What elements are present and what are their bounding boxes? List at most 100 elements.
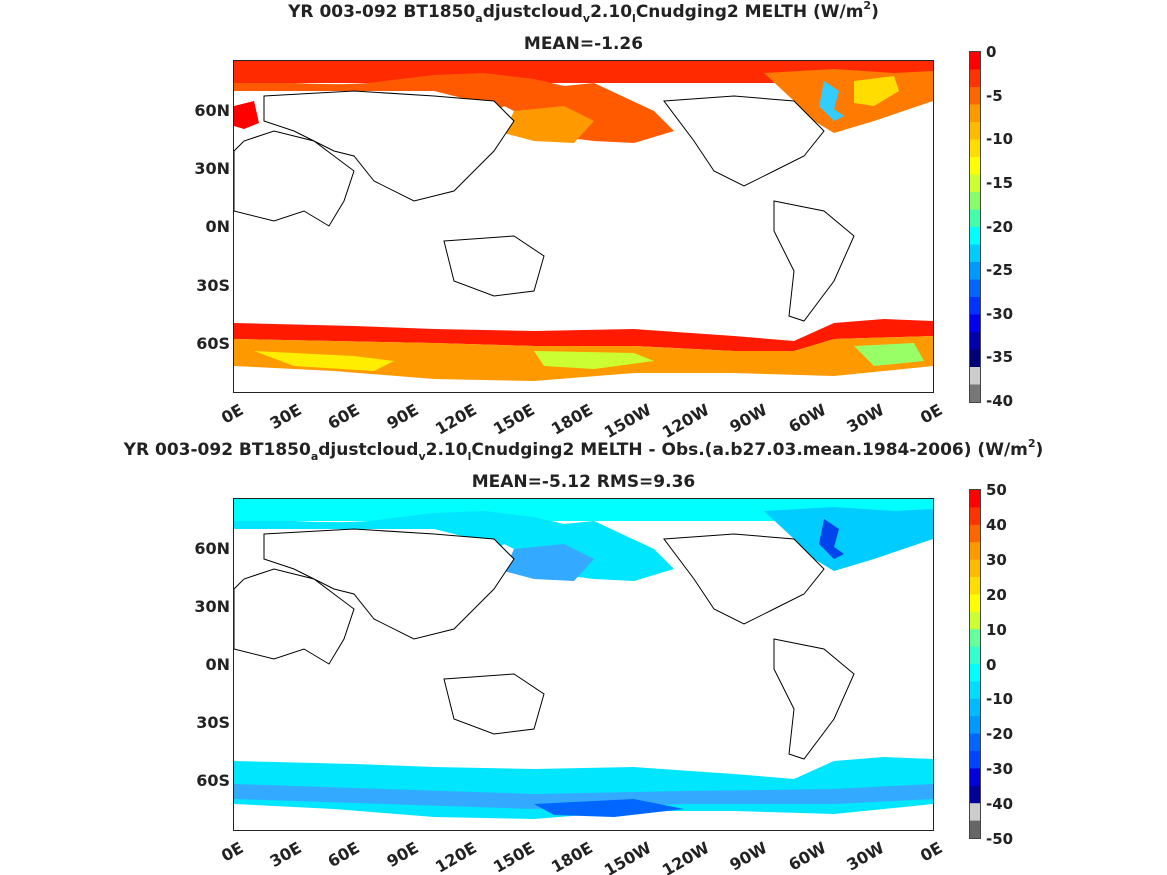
panel1-lon-label: 30E (266, 400, 305, 434)
panel1-colorbar-swatch (970, 349, 980, 368)
panel1-title-sub3: l (632, 12, 636, 25)
panel1-map (233, 60, 934, 393)
panel2-colorbar-swatch (970, 611, 980, 630)
panel2-lon-label: 0E (217, 838, 247, 866)
panel1-colorbar-swatch (970, 122, 980, 140)
panel2-colorbar-swatch (970, 490, 980, 508)
panel1-title-close: ) (871, 2, 879, 22)
panel2-lat-60s: 60S (196, 771, 230, 790)
panel1-title-line2: MEAN=-1.26 (523, 34, 644, 54)
panel2-title-sup: 2 (1027, 437, 1036, 450)
panel2-title-pre: YR 003-092 BT1850 (123, 440, 311, 460)
panel1-lon-label: 30W (843, 400, 888, 437)
panel1-colorbar-swatch (970, 227, 980, 245)
panel1-colorbar-swatch (970, 367, 980, 385)
panel2-lon-label: 90W (726, 838, 771, 875)
panel2-colorbar-label: 40 (986, 515, 1007, 534)
panel1-title-mid1: djustcloud (482, 2, 583, 22)
panel2-colorbar-swatch (970, 698, 980, 717)
panel2-title-sub1: a (310, 450, 319, 463)
panel2-colorbar-label: 30 (986, 550, 1007, 569)
panel1-colorbar-swatch (970, 174, 980, 193)
panel2-eurasia (263, 528, 515, 640)
panel2-map-svg (234, 499, 933, 819)
panel1-colorbar-swatch (970, 192, 980, 210)
panel1-title-sub1: a (475, 12, 483, 25)
panel2-title-mid2: 2.10 (425, 440, 468, 460)
panel2-map (233, 498, 934, 831)
panel1-greenland-yellow (854, 76, 899, 106)
panel1-colorbar-swatch (970, 384, 980, 402)
panel2-lon-label: 30W (843, 838, 888, 875)
panel1-lon-label: 0E (217, 400, 247, 428)
panel1-colorbar-swatch (970, 139, 980, 158)
panel1-colorbar-swatch (970, 244, 980, 263)
panel2-north-america (663, 533, 825, 625)
panel1-colorbar-swatch (970, 52, 980, 70)
panel2-colorbar-swatch (970, 785, 980, 804)
panel1-lon-label: 90W (726, 400, 771, 437)
panel1-lat-0n: 0N (205, 217, 230, 236)
panel1-africa (234, 130, 355, 227)
panel1-arctic-band (234, 61, 933, 83)
panel1-colorbar-swatch (970, 262, 980, 280)
panel1-lat-60s: 60S (196, 334, 230, 353)
panel1-colorbar-label: -20 (986, 217, 1014, 236)
panel1-colorbar-label: -10 (986, 130, 1014, 149)
panel2-australia (443, 673, 545, 735)
panel1-colorbar-swatch (970, 279, 980, 298)
panel2-labrador-dark (819, 519, 844, 559)
panel2-colorbar-label: -30 (986, 760, 1014, 779)
panel1-colorbar-swatch (970, 332, 980, 350)
panel2-antarctic-dark (534, 799, 684, 817)
panel1-lon-label: 150E (489, 400, 538, 439)
panel1-south-america (773, 200, 855, 322)
panel2-colorbar-swatch (970, 542, 980, 561)
panel2-lon-label: 60E (324, 838, 363, 872)
panel1-lon-label: 90E (382, 400, 422, 434)
panel1-title-pre: YR 003-092 BT1850 (288, 2, 476, 22)
panel2-lon-label: 30E (266, 838, 305, 872)
panel2-title-line2: MEAN=-5.12 RMS=9.36 (471, 472, 696, 492)
panel1-colorbar-swatch (970, 209, 980, 228)
panel1-colorbar-label: -15 (986, 173, 1014, 192)
panel1-lat-30s: 30S (196, 276, 230, 295)
panel1-lon-label: 150W (600, 400, 655, 442)
panel2-colorbar-swatch (970, 733, 980, 752)
panel2-colorbar-swatch (970, 559, 980, 578)
panel1-antarctic-yellow2 (534, 351, 654, 369)
panel2-colorbar-label: 0 (986, 655, 997, 674)
panel2-colorbar-swatch (970, 803, 980, 822)
panel2-colorbar-label: -20 (986, 725, 1014, 744)
panel2-lat-30s: 30S (196, 713, 230, 732)
panel1-title-post: Cnudging2 MELTH (W/m (635, 2, 864, 22)
panel2-colorbar-swatch (970, 524, 980, 543)
panel2-title-close: ) (1035, 440, 1044, 460)
panel2-okhotsk (504, 544, 594, 581)
panel2-lon-label: 150E (489, 838, 538, 875)
panel2-antarctic-mid (234, 784, 933, 809)
panel2-colorbar-label: -50 (986, 830, 1014, 848)
panel2-colorbar-swatch (970, 664, 980, 682)
panel1-colorbar-label: -25 (986, 261, 1014, 280)
panel1-europe-ice (234, 101, 259, 129)
panel1-colorbar-swatch (970, 87, 980, 105)
panel1-australia (443, 235, 545, 297)
panel2-colorbar-label: -10 (986, 690, 1014, 709)
panel1-colorbar-label: -30 (986, 304, 1014, 323)
panel2-lon-label: 90E (382, 838, 422, 872)
panel2-south-america (773, 638, 855, 760)
panel1-antarctic-green (854, 343, 924, 366)
panel2-colorbar (969, 489, 981, 839)
panel2-colorbar-label: 50 (986, 481, 1007, 499)
panel1-title-line1: YR 003-092 BT1850adjustcloudv2.10lCnudgi… (0, 0, 1167, 25)
panel1-colorbar-label: -5 (986, 86, 1003, 105)
panel2-lon-label: 180E (548, 838, 596, 875)
panel2-lat-30n: 30N (194, 597, 230, 616)
panel2-colorbar-swatch (970, 751, 980, 769)
panel2-colorbar-swatch (970, 629, 980, 648)
panel2-arctic-band (234, 499, 933, 521)
panel2-labrador (764, 507, 933, 571)
panel1-colorbar (969, 51, 981, 403)
